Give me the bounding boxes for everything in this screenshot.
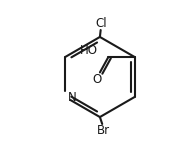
Text: O: O bbox=[92, 73, 101, 86]
Text: Br: Br bbox=[97, 124, 110, 137]
Text: Cl: Cl bbox=[96, 17, 107, 30]
Text: N: N bbox=[68, 91, 77, 103]
Text: HO: HO bbox=[80, 44, 98, 57]
